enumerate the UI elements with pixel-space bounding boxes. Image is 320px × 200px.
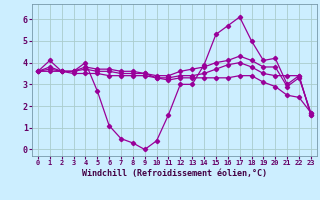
X-axis label: Windchill (Refroidissement éolien,°C): Windchill (Refroidissement éolien,°C) <box>82 169 267 178</box>
